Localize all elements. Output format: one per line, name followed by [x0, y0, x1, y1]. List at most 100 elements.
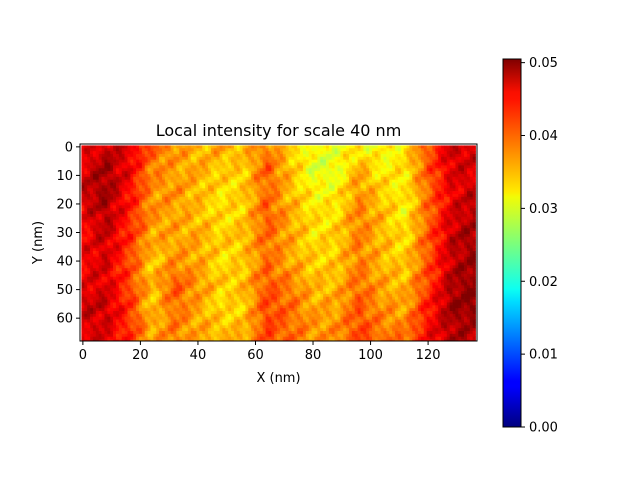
heatmap-cell — [308, 239, 312, 243]
heatmap-cell — [337, 245, 341, 249]
heatmap-cell — [95, 188, 100, 192]
heatmap-cell — [268, 191, 272, 195]
heatmap-cell — [415, 188, 419, 192]
heatmap-cell — [179, 205, 183, 209]
heatmap-cell — [372, 173, 376, 178]
heatmap-cell — [446, 239, 451, 243]
heatmap-cell — [210, 162, 215, 166]
heatmap-cell — [458, 228, 462, 232]
heatmap-cell — [236, 165, 241, 169]
heatmap-cell — [449, 245, 453, 249]
heatmap-cell — [213, 231, 217, 235]
heatmap-cell — [429, 182, 433, 186]
heatmap-cell — [383, 185, 387, 189]
heatmap-cell — [435, 213, 439, 218]
heatmap-cell — [314, 233, 318, 238]
heatmap-cell — [159, 216, 163, 221]
heatmap-cell — [415, 205, 419, 209]
heatmap-cell — [348, 165, 353, 169]
heatmap-cell — [216, 231, 220, 235]
heatmap-cell — [420, 196, 425, 201]
heatmap-cell — [374, 213, 379, 218]
heatmap-cell — [271, 196, 275, 201]
heatmap-cell — [429, 205, 433, 209]
heatmap-cell — [397, 182, 402, 186]
heatmap-cell — [161, 165, 166, 169]
heatmap-cell — [173, 239, 177, 243]
heatmap-cell — [153, 248, 157, 252]
heatmap-cell — [438, 213, 442, 218]
heatmap-cell — [262, 185, 266, 189]
heatmap-cell — [268, 182, 272, 186]
heatmap-cell — [113, 171, 117, 175]
heatmap-cell — [389, 216, 393, 221]
heatmap-cell — [432, 151, 436, 155]
heatmap-cell — [271, 208, 275, 212]
heatmap-cell — [144, 168, 148, 172]
heatmap-cell — [259, 225, 264, 229]
heatmap-cell — [173, 231, 177, 235]
heatmap-cell — [354, 162, 358, 166]
heatmap-cell — [297, 193, 301, 198]
heatmap-cell — [213, 173, 217, 178]
heatmap-cell — [118, 228, 123, 232]
heatmap-cell — [124, 153, 128, 158]
heatmap-cell — [380, 176, 384, 181]
heatmap-cell — [325, 156, 330, 161]
heatmap-cell — [187, 228, 192, 232]
heatmap-cell — [472, 208, 476, 212]
heatmap-cell — [118, 205, 123, 209]
heatmap-cell — [317, 233, 321, 238]
heatmap-cell — [150, 222, 154, 226]
heatmap-cell — [374, 162, 379, 166]
heatmap-cell — [274, 168, 278, 172]
heatmap-cell — [173, 248, 177, 252]
heatmap-cell — [441, 153, 445, 158]
heatmap-cell — [159, 176, 163, 181]
heatmap-cell — [412, 168, 416, 172]
heatmap-cell — [300, 231, 304, 235]
heatmap-cell — [147, 242, 151, 246]
heatmap-cell — [216, 222, 220, 226]
heatmap-cell — [150, 248, 154, 252]
heatmap-cell — [187, 248, 192, 252]
heatmap-cell — [395, 222, 399, 226]
heatmap-cell — [90, 242, 94, 246]
heatmap-cell — [392, 145, 396, 149]
heatmap-cell — [429, 242, 433, 246]
heatmap-cell — [216, 162, 220, 166]
heatmap-cell — [150, 239, 154, 243]
heatmap-cell — [208, 165, 212, 169]
heatmap-cell — [317, 191, 321, 195]
heatmap-cell — [196, 193, 200, 198]
heatmap-cell — [415, 213, 419, 218]
heatmap-cell — [294, 213, 298, 218]
heatmap-cell — [173, 228, 177, 232]
heatmap-cell — [173, 171, 177, 175]
heatmap-cell — [182, 182, 186, 186]
heatmap-cell — [464, 213, 468, 218]
heatmap-cell — [423, 202, 428, 206]
heatmap-cell — [452, 202, 456, 206]
heatmap-cell — [159, 222, 163, 226]
heatmap-cell — [334, 245, 338, 249]
heatmap-cell — [190, 248, 194, 252]
heatmap-cell — [420, 231, 425, 235]
heatmap-cell — [219, 211, 223, 215]
heatmap-cell — [136, 208, 140, 212]
heatmap-cell — [271, 165, 275, 169]
heatmap-cell — [340, 179, 344, 183]
heatmap-cell — [438, 191, 442, 195]
heatmap-cell — [328, 236, 333, 240]
heatmap-cell — [147, 233, 151, 238]
heatmap-cell — [205, 202, 209, 206]
heatmap-cell — [222, 211, 226, 215]
heatmap-cell — [161, 153, 166, 158]
heatmap-cell — [438, 165, 442, 169]
heatmap-cell — [308, 245, 312, 249]
heatmap-cell — [193, 159, 197, 163]
heatmap-cell — [343, 171, 347, 175]
heatmap-cell — [282, 162, 287, 166]
heatmap-cell — [153, 176, 157, 181]
heatmap-cell — [141, 213, 146, 218]
